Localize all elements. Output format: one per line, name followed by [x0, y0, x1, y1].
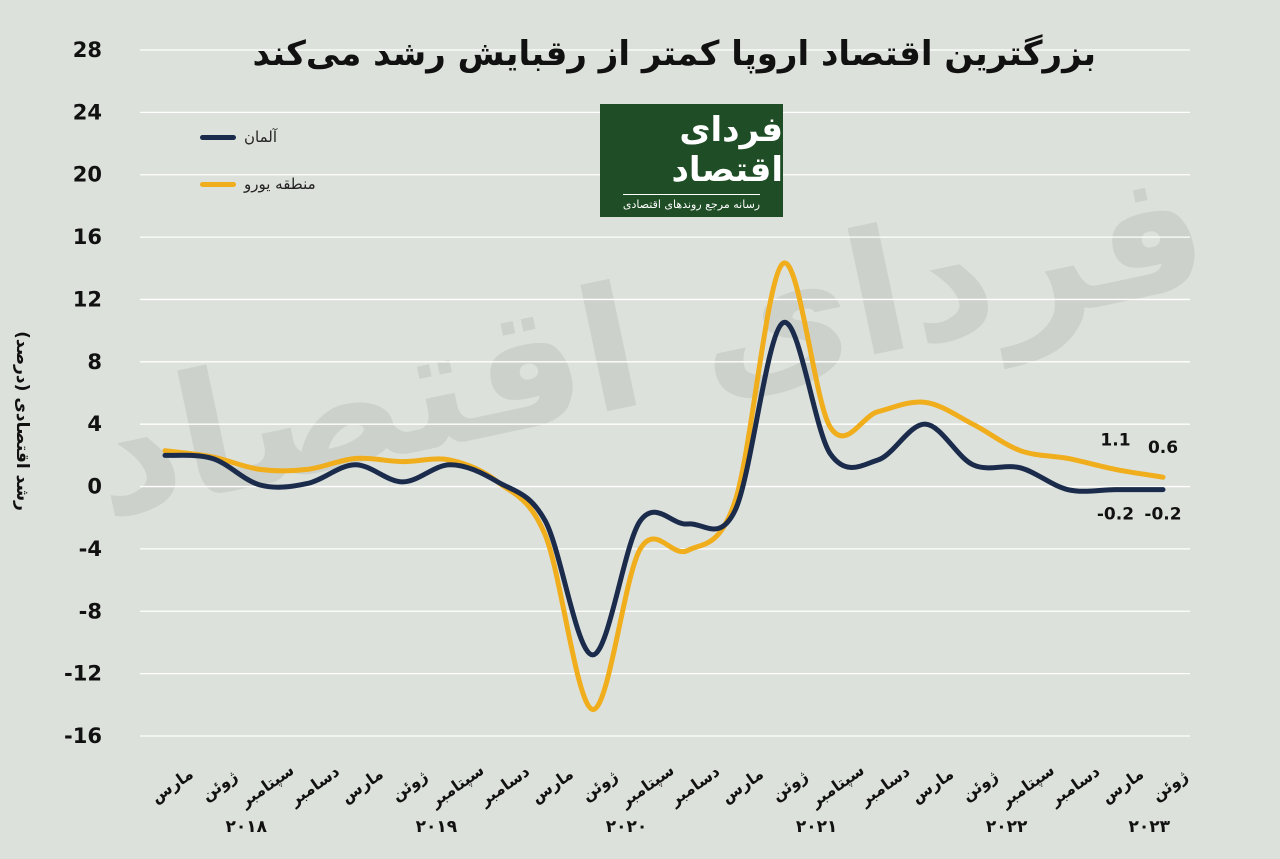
logo-tagline: رسانه مرجع روندهای اقتصادی: [622, 194, 761, 211]
brand-logo: فردای اقتصاد رسانه مرجع روندهای اقتصادی: [600, 104, 783, 217]
year-label: ۲۰۲۱: [796, 817, 838, 837]
y-axis-label-text: رشد اقتصادی (درصد): [12, 331, 32, 511]
x-tick-label: مارس: [1098, 764, 1148, 807]
x-tick-label: دسامبر: [855, 762, 913, 810]
data-label: -0.2: [1097, 505, 1134, 525]
legend-label-eurozone: منطقه یورو: [244, 175, 316, 193]
x-tick-label: ژوئن: [198, 766, 241, 804]
series-lines: [162, 260, 1166, 712]
data-labels: 1.1 0.6 -0.2 -0.2: [1097, 430, 1182, 524]
x-tick-label: سپتامبر: [236, 760, 298, 812]
x-tick-label: دسامبر: [475, 762, 533, 810]
y-tick-label: 20: [73, 163, 102, 187]
x-tick-label: ژوئن: [388, 766, 431, 804]
x-tick-label: ژوئن: [578, 766, 621, 804]
data-label: 0.6: [1148, 438, 1178, 458]
legend-item-germany: آلمان: [200, 128, 277, 146]
x-tick-label: مارس: [147, 764, 197, 807]
y-tick-label: 28: [73, 38, 102, 62]
year-label: ۲۰۲۳: [1128, 817, 1170, 837]
data-label: 1.1: [1100, 430, 1130, 450]
chart-title: بزرگترین اقتصاد اروپا کمتر از رقبایش رشد…: [252, 34, 1096, 74]
y-tick-label: -16: [64, 724, 102, 748]
x-tick-label: دسامبر: [665, 762, 723, 810]
x-tick-label: سپتامبر: [616, 760, 678, 812]
y-tick-label: 24: [73, 100, 102, 124]
y-tick-label: 4: [87, 412, 102, 436]
y-tick-label: -8: [79, 599, 102, 623]
series-line-eurozone: [162, 260, 1166, 712]
year-label: ۲۰۱۹: [416, 817, 458, 837]
series-line-germany: [162, 320, 1166, 658]
x-tick-label: مارس: [337, 764, 387, 807]
x-tick-label: مارس: [907, 764, 957, 807]
legend-item-eurozone: منطقه یورو: [200, 175, 316, 193]
year-label: ۲۰۲۰: [606, 817, 648, 837]
year-label: ۲۰۲۲: [986, 817, 1028, 837]
data-label: -0.2: [1144, 505, 1181, 525]
legend-swatch-eurozone: [200, 181, 236, 187]
logo-name: فردای اقتصاد: [671, 110, 783, 190]
y-tick-label: 0: [87, 475, 102, 499]
y-tick-label: 8: [87, 350, 102, 374]
year-label: ۲۰۱۸: [226, 817, 268, 837]
x-tick-label: مارس: [527, 764, 577, 807]
x-tick-label: مارس: [717, 764, 767, 807]
x-tick-label: ژوئن: [958, 766, 1001, 804]
legend-label-germany: آلمان: [244, 128, 277, 146]
legend-swatch-germany: [200, 134, 236, 140]
y-tick-label: -4: [79, 537, 102, 561]
x-tick-label: ژوئن: [1148, 766, 1191, 804]
x-tick-label: سپتامبر: [426, 760, 488, 812]
x-tick-label: سپتامبر: [806, 760, 868, 812]
x-tick-label: سپتامبر: [996, 760, 1058, 812]
year-labels: ۲۰۱۸ ۲۰۱۹ ۲۰۲۰ ۲۰۲۱ ۲۰۲۲ ۲۰۲۳: [226, 817, 1171, 837]
y-tick-label: 12: [73, 287, 102, 311]
x-tick-label: ژوئن: [768, 766, 811, 804]
y-tick-label: -12: [64, 662, 102, 686]
x-tick-label: دسامبر: [285, 762, 343, 810]
x-tick-label: دسامبر: [1045, 762, 1103, 810]
y-axis-ticks: 28 24 20 16 12 8 4 0 -4 -8 -12 -16: [64, 38, 102, 748]
y-tick-label: 16: [73, 225, 102, 249]
